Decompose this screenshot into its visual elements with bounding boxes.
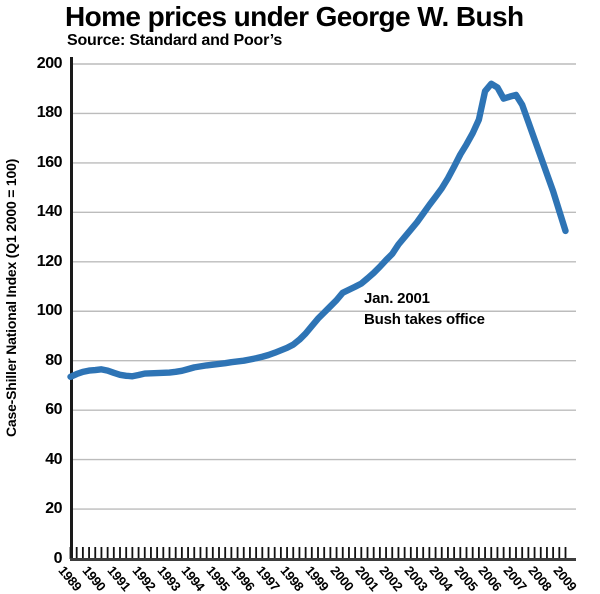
y-tick-label: 20 bbox=[45, 500, 62, 518]
chart-title: Home prices under George W. Bush bbox=[65, 1, 524, 32]
y-tick-label: 0 bbox=[53, 549, 63, 567]
y-tick-label: 120 bbox=[36, 252, 63, 270]
y-tick-label: 80 bbox=[45, 351, 62, 369]
y-tick-label: 180 bbox=[36, 104, 63, 122]
y-tick-label: 40 bbox=[45, 450, 62, 468]
y-tick-label: 140 bbox=[36, 203, 63, 221]
y-tick-label: 100 bbox=[36, 302, 63, 320]
y-tick-label: 160 bbox=[36, 153, 63, 171]
y-tick-label: 60 bbox=[45, 401, 62, 419]
price-line bbox=[67, 80, 569, 380]
y-tick-label: 200 bbox=[36, 55, 63, 72]
chart-subtitle: Source: Standard and Poor’s bbox=[67, 32, 283, 49]
annotation-line-2: Bush takes office bbox=[364, 311, 485, 328]
annotation-line-1: Jan. 2001 bbox=[364, 290, 430, 307]
annotation-bush-takes-office: Jan. 2001 Bush takes office bbox=[364, 288, 485, 330]
